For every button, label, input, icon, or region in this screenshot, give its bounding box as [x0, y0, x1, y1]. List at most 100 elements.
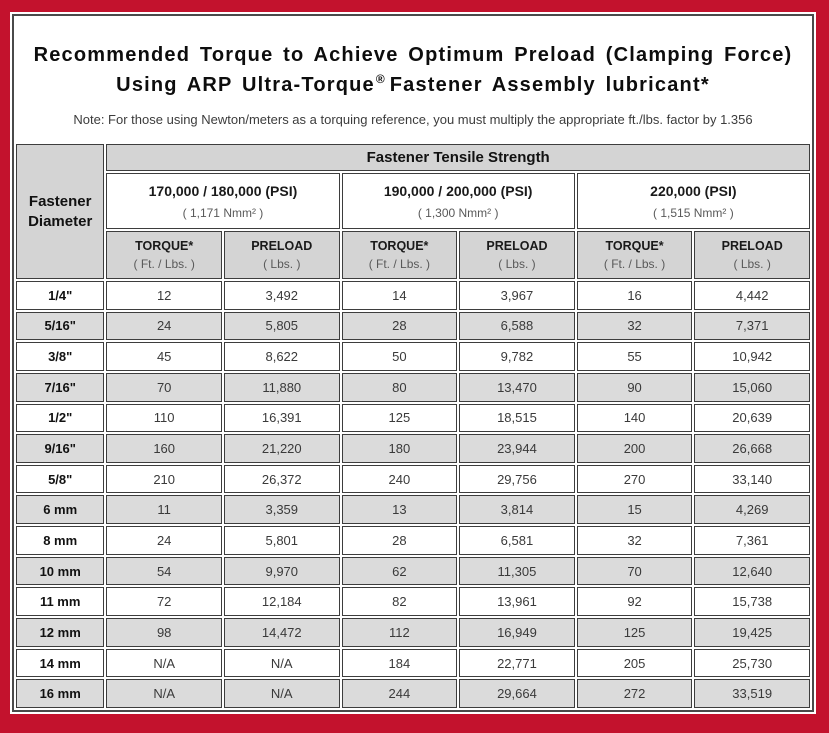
- value-cell: 3,967: [459, 281, 575, 310]
- value-cell: 33,519: [694, 679, 810, 708]
- value-cell: 13: [341, 495, 458, 525]
- fastener-diameter-cell: 11 mm: [16, 587, 105, 617]
- value-cell: 8,622: [223, 342, 340, 371]
- value-cell: 14,472: [223, 618, 340, 647]
- psi-header-group1: 170,000 / 180,000 (PSI) ( 1,171 Nmm² ): [106, 173, 340, 229]
- value-cell: 11,305: [459, 556, 575, 586]
- value-cell: 12: [106, 281, 222, 310]
- table-row: 5/8" 210 26,372 240 29,756 270 33,140: [16, 464, 810, 494]
- fastener-diameter-cell: 3/8": [16, 342, 105, 371]
- table-row: 3/8" 45 8,622 50 9,782 55 10,942: [16, 342, 810, 371]
- table-row: 7/16" 70 11,880 80 13,470 90 15,060: [16, 372, 810, 402]
- psi-header-row: 170,000 / 180,000 (PSI) ( 1,171 Nmm² ) 1…: [16, 173, 810, 229]
- value-cell: 12,640: [694, 556, 810, 586]
- value-cell: 180: [341, 434, 458, 463]
- content-box: Recommended Torque to Achieve Optimum Pr…: [12, 14, 814, 712]
- tensile-strength-header: Fastener Tensile Strength: [106, 144, 810, 171]
- value-cell: N/A: [106, 648, 222, 678]
- value-cell: 140: [576, 403, 693, 433]
- psi-value-group3: 220,000 (PSI): [650, 182, 737, 199]
- value-cell: 26,668: [694, 434, 810, 463]
- value-cell: 22,771: [459, 648, 575, 678]
- value-cell: 70: [576, 556, 693, 586]
- value-cell: 3,814: [459, 495, 575, 525]
- fastener-diameter-cell: 9/16": [16, 434, 105, 463]
- value-cell: 24: [106, 311, 222, 341]
- value-cell: 32: [576, 526, 693, 555]
- value-cell: 18,515: [459, 403, 575, 433]
- value-cell: 272: [576, 679, 693, 708]
- table-row: 9/16" 160 21,220 180 23,944 200 26,668: [16, 434, 810, 463]
- table-row: 6 mm 11 3,359 13 3,814 15 4,269: [16, 495, 810, 525]
- value-cell: 21,220: [223, 434, 340, 463]
- fastener-diameter-cell: 1/2": [16, 403, 105, 433]
- value-cell: 98: [106, 618, 222, 647]
- table-row: 1/4" 12 3,492 14 3,967 16 4,442: [16, 281, 810, 310]
- title-line2-pre: Using ARP Ultra-Torque: [116, 74, 375, 96]
- value-cell: 4,442: [694, 281, 810, 310]
- fastener-diameter-cell: 5/16": [16, 311, 105, 341]
- value-cell: 160: [106, 434, 222, 463]
- preload-header-group1: PRELOAD ( Lbs. ): [223, 231, 340, 279]
- value-cell: 29,664: [459, 679, 575, 708]
- fastener-diameter-cell: 7/16": [16, 372, 105, 402]
- value-cell: 200: [576, 434, 693, 463]
- psi-value-group2: 190,000 / 200,000 (PSI): [383, 182, 533, 199]
- value-cell: 50: [341, 342, 458, 371]
- page-title-line1: Recommended Torque to Achieve Optimum Pr…: [33, 44, 793, 66]
- value-cell: 16: [576, 281, 693, 310]
- value-cell: 5,805: [223, 311, 340, 341]
- value-cell: 72: [106, 587, 222, 617]
- value-cell: 25,730: [694, 648, 810, 678]
- value-cell: 3,359: [223, 495, 340, 525]
- psi-value-group1: 170,000 / 180,000 (PSI): [148, 182, 298, 199]
- value-cell: 32: [576, 311, 693, 341]
- table-row: 16 mm N/A N/A 244 29,664 272 33,519: [16, 679, 810, 708]
- value-cell: 28: [341, 311, 458, 341]
- psi-header-group2: 190,000 / 200,000 (PSI) ( 1,300 Nmm² ): [341, 173, 575, 229]
- value-cell: 244: [341, 679, 458, 708]
- torque-table: Fastener Diameter Fastener Tensile Stren…: [14, 142, 812, 710]
- value-cell: 184: [341, 648, 458, 678]
- title-block: Recommended Torque to Achieve Optimum Pr…: [14, 16, 812, 142]
- value-cell: 54: [106, 556, 222, 586]
- corner-header-fastener-diameter: Fastener Diameter: [16, 144, 105, 279]
- fastener-diameter-cell: 12 mm: [16, 618, 105, 647]
- title-line2-post: Fastener Assembly lubricant*: [389, 74, 710, 96]
- value-cell: 11,880: [223, 372, 340, 402]
- preload-header-group3: PRELOAD ( Lbs. ): [694, 231, 810, 279]
- value-cell: 112: [341, 618, 458, 647]
- note-text: Note: For those using Newton/meters as a…: [73, 112, 753, 127]
- value-cell: 45: [106, 342, 222, 371]
- table-row: 8 mm 24 5,801 28 6,581 32 7,361: [16, 526, 810, 555]
- fastener-diameter-cell: 5/8": [16, 464, 105, 494]
- value-cell: 7,371: [694, 311, 810, 341]
- value-cell: 10,942: [694, 342, 810, 371]
- column-header-row: TORQUE* ( Ft. / Lbs. ) PRELOAD ( Lbs. ) …: [16, 231, 810, 279]
- page-title-line2: Using ARP Ultra-Torque® Fastener Assembly…: [14, 70, 812, 100]
- value-cell: 29,756: [459, 464, 575, 494]
- value-cell: 19,425: [694, 618, 810, 647]
- fastener-diameter-cell: 10 mm: [16, 556, 105, 586]
- fastener-diameter-cell: 14 mm: [16, 648, 105, 678]
- value-cell: 6,588: [459, 311, 575, 341]
- registered-trademark-symbol: ®: [375, 72, 385, 87]
- value-cell: 28: [341, 526, 458, 555]
- nmm-value-group1: ( 1,171 Nmm² ): [182, 205, 264, 220]
- value-cell: 80: [341, 372, 458, 402]
- value-cell: 55: [576, 342, 693, 371]
- value-cell: 15: [576, 495, 693, 525]
- value-cell: 4,269: [694, 495, 810, 525]
- value-cell: 90: [576, 372, 693, 402]
- table-row: 12 mm 98 14,472 112 16,949 125 19,425: [16, 618, 810, 647]
- value-cell: 270: [576, 464, 693, 494]
- value-cell: 9,782: [459, 342, 575, 371]
- value-cell: 15,060: [694, 372, 810, 402]
- value-cell: 13,961: [459, 587, 575, 617]
- value-cell: 82: [341, 587, 458, 617]
- value-cell: 110: [106, 403, 222, 433]
- fastener-diameter-cell: 16 mm: [16, 679, 105, 708]
- value-cell: 210: [106, 464, 222, 494]
- value-cell: 23,944: [459, 434, 575, 463]
